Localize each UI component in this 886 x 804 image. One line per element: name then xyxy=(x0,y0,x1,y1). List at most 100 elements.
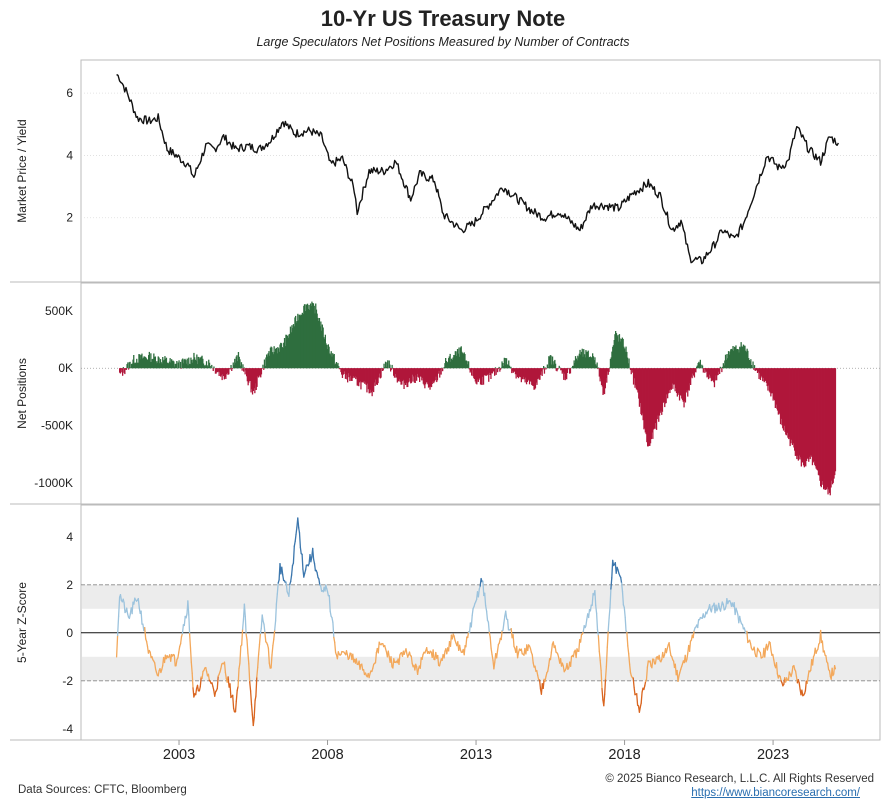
net-position-bar xyxy=(405,368,407,383)
net-position-bar xyxy=(318,321,320,369)
net-position-bar xyxy=(254,368,256,394)
zscore-panel: 4 2 0 -2 -4 5-Year Z-Score xyxy=(10,504,881,741)
net-position-bar xyxy=(430,368,433,388)
net-position-bar xyxy=(292,328,294,369)
net-position-bar xyxy=(162,357,164,369)
net-position-bar xyxy=(243,368,245,372)
yield-series-line xyxy=(116,73,840,265)
net-position-bar xyxy=(129,361,131,369)
net-position-bar xyxy=(664,368,667,404)
zscore-segment xyxy=(329,610,332,617)
net-position-bar xyxy=(123,368,125,373)
net-position-bar xyxy=(560,368,563,371)
net-position-bar xyxy=(592,356,595,369)
net-position-bar xyxy=(260,368,262,378)
y-tick-label: 2 xyxy=(66,211,73,225)
website-link[interactable]: https://www.biancoresearch.com/ xyxy=(691,787,860,799)
zscore-segment xyxy=(595,612,599,631)
zscore-segment xyxy=(195,687,198,696)
zscore-segment xyxy=(301,553,304,570)
net-position-bar xyxy=(198,359,200,369)
zscore-segment xyxy=(608,606,611,619)
net-position-bar xyxy=(365,368,367,385)
net-position-bar xyxy=(538,368,540,380)
net-position-bar xyxy=(825,368,828,490)
net-position-bar xyxy=(158,357,160,369)
net-position-bar xyxy=(665,368,667,404)
net-position-bar xyxy=(788,368,790,440)
net-position-bar xyxy=(561,368,563,374)
net-position-bar xyxy=(202,358,204,369)
net-position-bar xyxy=(572,365,574,369)
net-position-bar xyxy=(419,368,421,382)
net-position-bar xyxy=(408,368,410,379)
net-position-bar xyxy=(644,368,646,428)
net-position-bar xyxy=(707,368,710,380)
chart-title: 10-Yr US Treasury Note xyxy=(320,6,566,31)
net-position-bar xyxy=(457,353,459,369)
x-tick-label: 2018 xyxy=(608,747,640,763)
net-position-bar xyxy=(315,309,318,369)
zscore-segment xyxy=(234,700,237,713)
net-position-bar xyxy=(202,363,205,369)
net-position-bar xyxy=(228,368,230,375)
net-position-bar xyxy=(684,368,686,402)
net-position-bar xyxy=(286,336,289,369)
net-position-bar xyxy=(290,332,292,369)
net-position-bar xyxy=(427,368,429,385)
net-position-bar xyxy=(736,349,738,369)
net-position-bar xyxy=(823,368,825,490)
net-position-bar xyxy=(811,368,813,457)
net-position-bar xyxy=(303,304,306,369)
net-position-bar xyxy=(639,368,641,403)
zscore-segment xyxy=(223,661,227,674)
net-position-bar xyxy=(379,368,381,379)
net-position-bar xyxy=(263,368,265,370)
net-position-bar xyxy=(529,368,531,382)
net-position-bar xyxy=(328,346,330,369)
zscore-segment xyxy=(178,645,181,653)
net-position-bar xyxy=(644,368,646,433)
net-position-bar xyxy=(619,338,621,369)
net-position-bar xyxy=(520,368,522,383)
net-position-bar xyxy=(187,365,189,369)
net-position-bar xyxy=(374,368,376,386)
net-position-bar xyxy=(796,368,798,460)
net-position-bar xyxy=(482,368,484,377)
net-position-bar xyxy=(359,368,361,382)
zscore-segment xyxy=(437,654,440,666)
net-position-bar xyxy=(466,364,468,369)
net-position-bar xyxy=(554,359,556,369)
zscore-segment xyxy=(722,603,725,611)
net-position-bar xyxy=(246,368,248,382)
net-position-bar xyxy=(773,368,775,399)
net-position-bar xyxy=(683,368,685,408)
net-position-bar xyxy=(209,365,211,369)
net-position-bar xyxy=(730,349,732,369)
net-position-bar xyxy=(262,364,264,369)
y-tick-label: -500K xyxy=(41,419,73,433)
net-position-bar xyxy=(349,368,351,382)
net-position-bar xyxy=(284,346,286,369)
net-position-bar xyxy=(412,368,414,382)
net-position-bar xyxy=(205,364,207,369)
net-position-bar xyxy=(398,368,400,382)
net-position-bar xyxy=(809,368,811,460)
zscore-segment xyxy=(557,653,560,659)
net-position-bar xyxy=(140,355,142,369)
net-position-bar xyxy=(168,363,170,369)
zscore-segment xyxy=(779,675,782,682)
zscore-segment xyxy=(610,577,613,590)
net-position-bar xyxy=(224,368,226,378)
net-position-bar xyxy=(787,368,789,438)
net-position-bar xyxy=(775,368,777,405)
net-position-bar xyxy=(296,321,298,369)
net-position-bar xyxy=(739,347,742,369)
zscore-segment xyxy=(328,595,331,612)
net-position-bar xyxy=(563,368,566,374)
zscore-segment xyxy=(620,582,624,593)
zscore-segment xyxy=(199,676,202,688)
net-position-bar xyxy=(817,368,819,471)
net-position-bar xyxy=(527,368,529,381)
net-position-bar xyxy=(649,368,651,446)
